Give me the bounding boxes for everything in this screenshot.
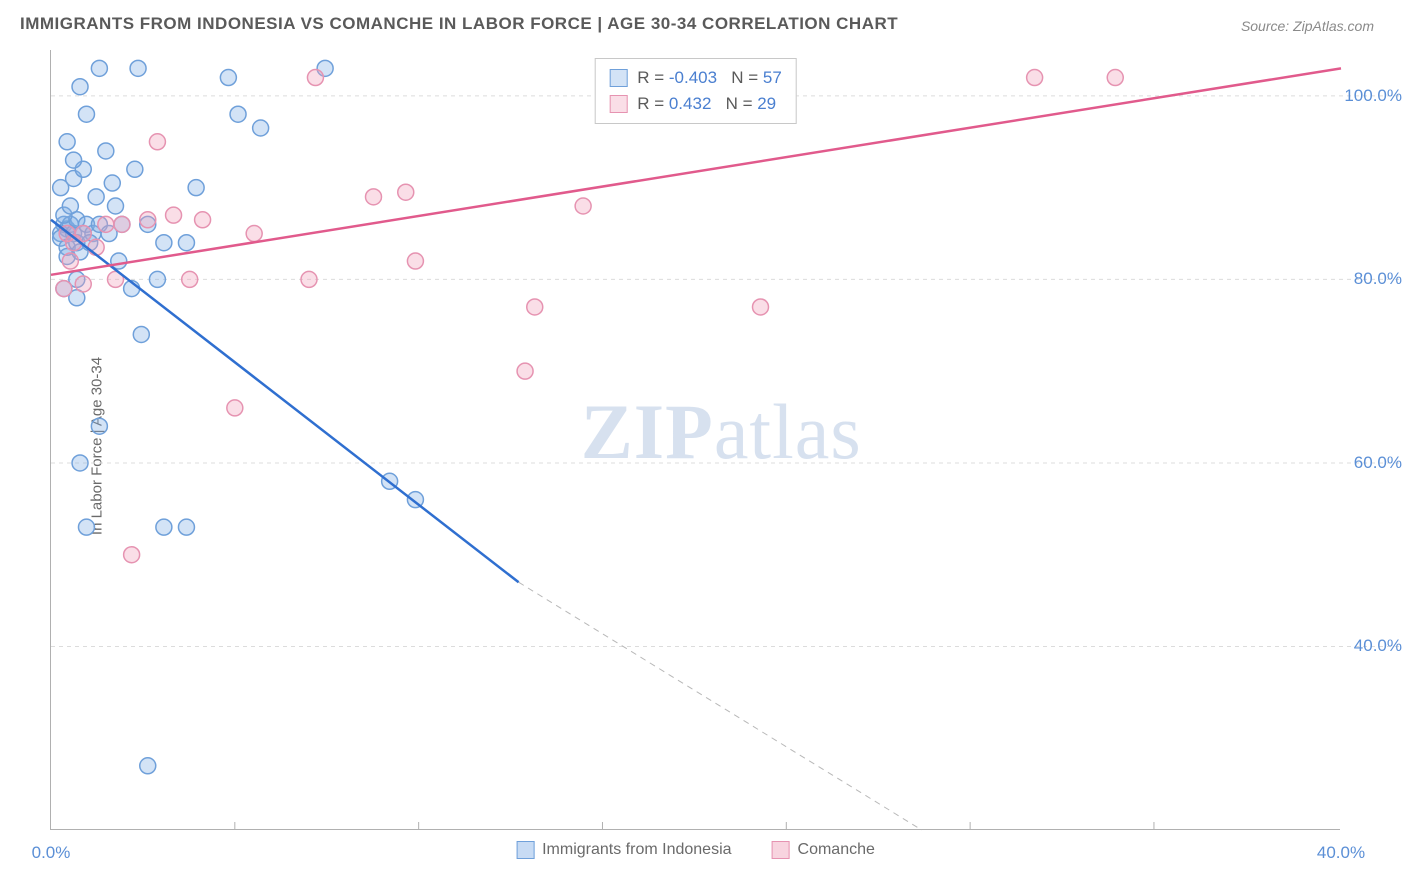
correlation-row: R = 0.432 N = 29 [609,91,782,117]
x-tick-label: 0.0% [32,843,71,863]
chart-plot-area: ZIPatlas R = -0.403 N = 57R = 0.432 N = … [50,50,1340,830]
correlation-text: R = 0.432 N = 29 [637,91,776,117]
correlation-row: R = -0.403 N = 57 [609,65,782,91]
legend-label: Immigrants from Indonesia [542,841,731,859]
legend-label: Comanche [798,841,875,859]
y-tick-label: 40.0% [1354,636,1402,656]
legend-item: Immigrants from Indonesia [516,841,731,859]
legend-swatch [772,841,790,859]
legend-swatch [609,95,627,113]
y-tick-label: 80.0% [1354,269,1402,289]
x-tick-label: 40.0% [1317,843,1365,863]
legend-swatch [516,841,534,859]
legend-item: Comanche [772,841,875,859]
correlation-legend: R = -0.403 N = 57R = 0.432 N = 29 [594,58,797,124]
y-tick-label: 100.0% [1344,86,1402,106]
legend-swatch [609,69,627,87]
page-title: IMMIGRANTS FROM INDONESIA VS COMANCHE IN… [20,14,898,34]
correlation-text: R = -0.403 N = 57 [637,65,782,91]
y-tick-label: 60.0% [1354,453,1402,473]
chart-svg [51,50,1340,829]
legend-bottom: Immigrants from Indonesia Comanche [516,841,875,859]
source-label: Source: ZipAtlas.com [1241,18,1374,34]
